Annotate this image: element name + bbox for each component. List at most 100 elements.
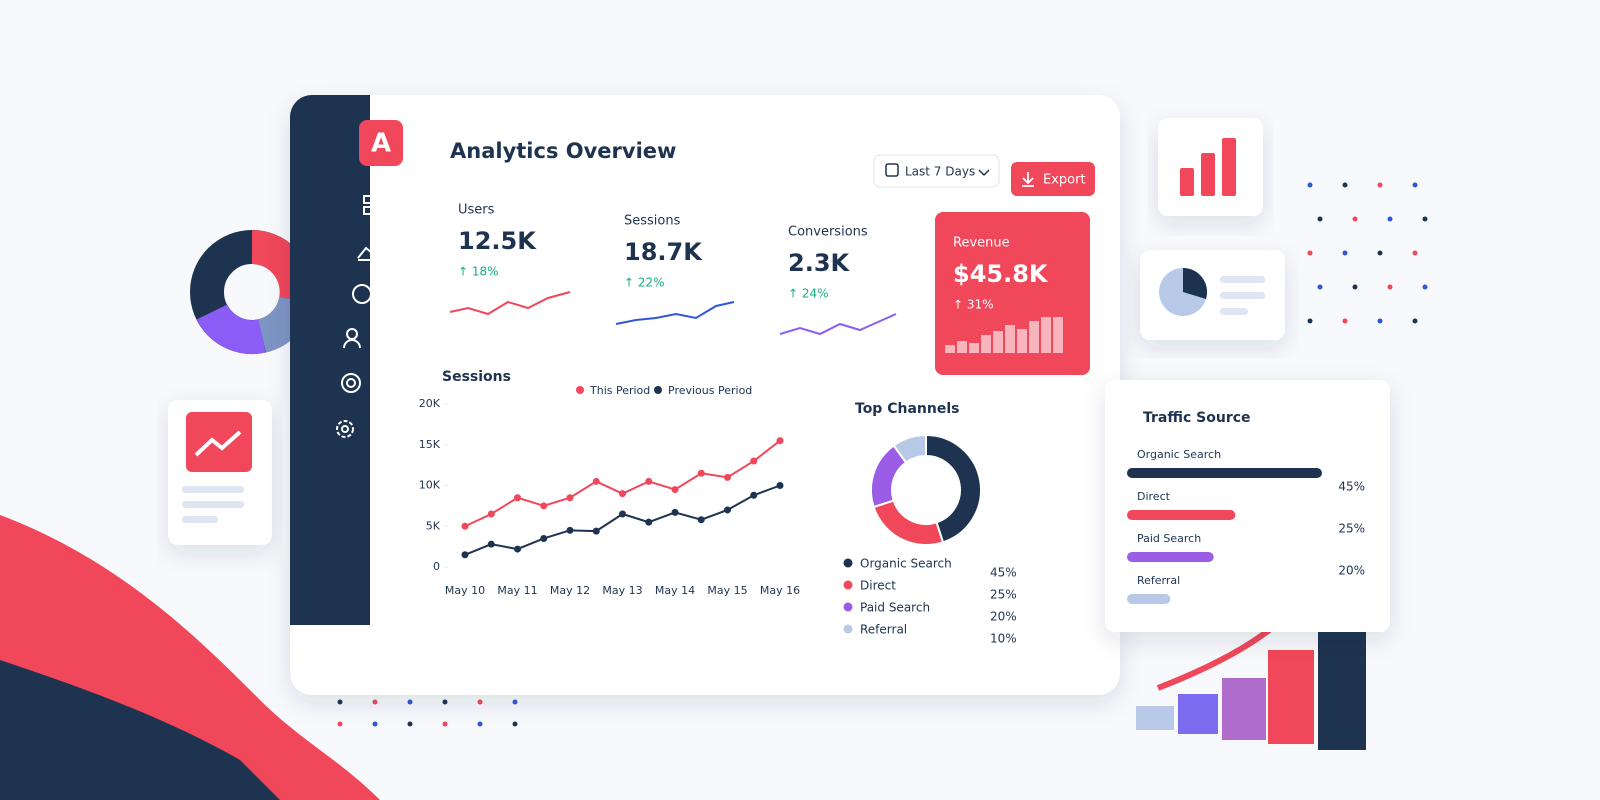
x-tick-label: May 15 xyxy=(707,584,747,597)
dot xyxy=(477,699,483,705)
dot xyxy=(1422,216,1428,222)
decor-pie-card xyxy=(1140,250,1285,340)
x-tick-label: May 13 xyxy=(602,584,642,597)
decor-bars-card xyxy=(1158,118,1263,216)
chart-title: Top Channels xyxy=(855,401,959,417)
dot xyxy=(1307,318,1313,324)
point xyxy=(619,490,626,498)
point xyxy=(461,551,469,559)
point xyxy=(487,540,495,548)
dot xyxy=(1377,250,1383,256)
bar-label: Organic Search xyxy=(1137,448,1221,461)
dot xyxy=(1352,284,1358,290)
donut-segment xyxy=(892,433,927,464)
x-tick-label: May 11 xyxy=(497,584,537,597)
legend-dot xyxy=(843,558,853,568)
x-tick-label: May 14 xyxy=(655,584,695,597)
date-range[interactable]: Last 7 Days xyxy=(905,165,975,179)
dot xyxy=(1342,318,1348,324)
legend-dot xyxy=(843,602,853,612)
legend-dot xyxy=(654,386,662,394)
kpi-change: ↑ 22% xyxy=(624,276,665,290)
point xyxy=(697,516,705,524)
kpi-label: Conversions xyxy=(788,225,868,240)
dot xyxy=(407,699,413,705)
logo: A xyxy=(371,129,391,159)
kpi-label: Sessions xyxy=(624,214,681,229)
point xyxy=(540,534,548,542)
decor-growth-bars xyxy=(1136,562,1366,750)
point xyxy=(566,494,574,502)
legend-label: Organic Search xyxy=(860,557,952,571)
point xyxy=(776,482,784,489)
dot xyxy=(1422,284,1428,290)
bar xyxy=(1127,552,1214,562)
export-label[interactable]: Export xyxy=(1043,173,1086,188)
dot xyxy=(1387,284,1393,290)
legend-label: Previous Period xyxy=(668,384,752,397)
value-label: 25% xyxy=(1338,522,1365,536)
value-label: 20% xyxy=(1338,564,1365,578)
value-label: 10% xyxy=(990,632,1017,646)
x-tick-label: May 10 xyxy=(445,584,485,597)
legend-dot xyxy=(843,624,853,634)
legend-label: Direct xyxy=(860,579,896,593)
kpi-change: ↑ 31% xyxy=(953,298,994,312)
dot xyxy=(1317,284,1323,290)
chevron xyxy=(978,169,990,177)
bar xyxy=(1127,468,1322,478)
kpi-value: 18.7K xyxy=(624,238,703,266)
sidebar xyxy=(290,95,370,625)
dot xyxy=(337,721,343,727)
kpi-row: Users 12.5K ↑ 18% Sessions 18.7K ↑ 22% Convers… xyxy=(458,203,1049,312)
date-button[interactable] xyxy=(873,154,1000,188)
chart-title: Traffic Source xyxy=(1143,410,1251,426)
export-icon xyxy=(1022,172,1034,187)
sidebar-icons xyxy=(336,195,383,438)
point xyxy=(592,527,600,535)
point xyxy=(566,526,574,534)
point xyxy=(540,502,548,510)
value-label: 45% xyxy=(1338,480,1365,494)
dot xyxy=(512,721,518,727)
legend-dot xyxy=(576,386,584,394)
value-label: 20% xyxy=(990,610,1017,624)
dot xyxy=(1412,182,1418,188)
point xyxy=(750,491,758,499)
kpi-value: 12.5K xyxy=(458,227,537,255)
dot xyxy=(1342,250,1348,256)
dot xyxy=(1307,182,1313,188)
kpi-value: 2.3K xyxy=(788,249,851,277)
decor-card xyxy=(168,400,272,545)
legend-label: Referral xyxy=(860,623,907,637)
page-title: Analytics Overview xyxy=(450,139,676,163)
point xyxy=(671,508,679,516)
dot xyxy=(1307,250,1313,256)
kpi-label: Users xyxy=(458,203,495,218)
revenue-card xyxy=(935,212,1090,375)
dot xyxy=(337,699,343,705)
dot xyxy=(1412,318,1418,324)
legend-label: Paid Search xyxy=(860,601,930,615)
point xyxy=(487,510,495,518)
dot xyxy=(372,699,378,705)
point xyxy=(461,522,469,530)
export-button[interactable] xyxy=(1011,162,1095,196)
x-tick-label: May 16 xyxy=(760,584,800,597)
dot xyxy=(512,699,518,705)
wave-dark xyxy=(0,660,280,800)
y-tick-label: 15K xyxy=(419,438,441,451)
sparklines xyxy=(449,291,1063,353)
y-tick-label: 0 xyxy=(433,560,440,573)
traffic-card xyxy=(1105,380,1390,632)
y-tick-label: 20K xyxy=(419,397,441,410)
point xyxy=(776,437,784,445)
point xyxy=(645,518,653,526)
dot xyxy=(1352,216,1358,222)
kpi-label: Revenue xyxy=(953,236,1010,251)
dot xyxy=(1412,250,1418,256)
bar xyxy=(1127,594,1171,604)
point xyxy=(592,477,600,485)
point xyxy=(724,473,731,481)
